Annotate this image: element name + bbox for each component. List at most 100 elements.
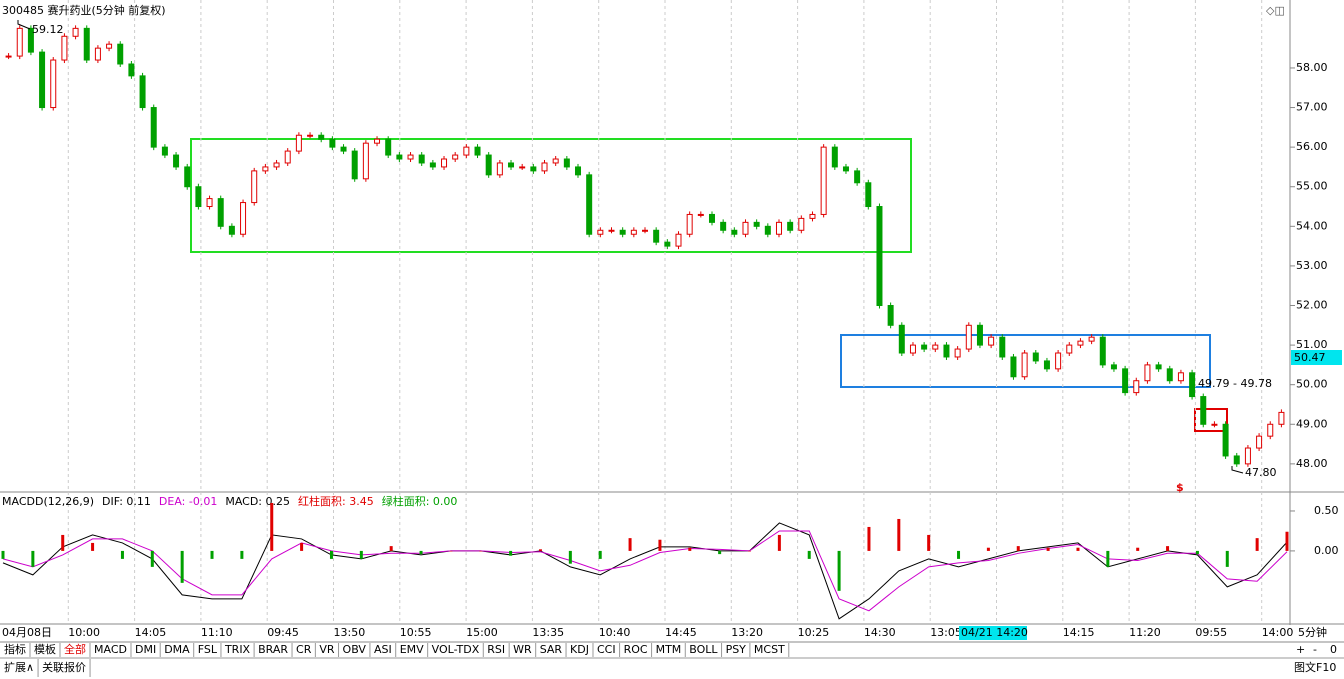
zoom-button[interactable]: 0 <box>1330 643 1337 656</box>
candle <box>1211 423 1218 426</box>
macd-bar <box>867 526 871 551</box>
indicator-tab[interactable]: KDJ <box>570 643 589 656</box>
candle <box>1222 423 1229 457</box>
candle <box>1233 455 1240 465</box>
indicator-tab[interactable]: BOLL <box>689 643 718 656</box>
indicator-tab[interactable]: ROC <box>624 643 648 656</box>
candle <box>27 27 34 53</box>
y-tick-label: 51.00 <box>1296 338 1328 351</box>
candle <box>318 134 325 140</box>
macd-bar <box>777 534 781 551</box>
zoom-button[interactable]: - <box>1313 643 1317 656</box>
candle <box>563 158 570 168</box>
indicator-tab[interactable]: VR <box>319 643 335 656</box>
indicator-tab[interactable]: SAR <box>540 643 563 656</box>
candle <box>608 229 615 232</box>
candle <box>898 324 905 354</box>
candle <box>831 146 838 168</box>
macd-bar <box>897 518 901 551</box>
macd-bar <box>270 502 274 551</box>
candle <box>664 241 671 247</box>
indicator-tab[interactable]: OBV <box>343 643 367 656</box>
indicator-tab[interactable]: WR <box>513 643 532 656</box>
candle <box>619 229 626 235</box>
y-tick-label: 48.00 <box>1296 457 1328 470</box>
candle <box>240 202 247 235</box>
candle <box>329 138 336 148</box>
candle <box>94 47 101 61</box>
x-tick-label: 10:40 <box>599 626 631 639</box>
candle <box>117 43 124 65</box>
candle <box>273 162 280 168</box>
candle <box>597 229 604 235</box>
candle <box>887 305 894 326</box>
indicator-tab[interactable]: 模板 <box>34 642 56 656</box>
indicator-tab[interactable]: RSI <box>487 643 505 656</box>
candle <box>1133 380 1140 394</box>
indicator-tab[interactable]: ASI <box>374 643 392 656</box>
candle <box>407 154 414 160</box>
indicator-tab[interactable]: 指标 <box>4 642 26 656</box>
indicator-tab[interactable]: BRAR <box>258 643 288 656</box>
candle <box>820 146 827 215</box>
indicator-tab[interactable]: MCST <box>754 643 785 656</box>
period-label: 5分钟 <box>1298 625 1327 639</box>
window-icons[interactable]: ◇◫ <box>1266 4 1285 17</box>
candle <box>441 158 448 168</box>
candle <box>653 229 660 243</box>
x-tick-label: 13:20 <box>731 626 763 639</box>
indicator-tab[interactable]: DMI <box>135 643 156 656</box>
x-tick-label: 04月08日 <box>2 626 52 639</box>
candle <box>83 27 90 61</box>
zoom-button[interactable]: + <box>1296 643 1305 656</box>
indicator-tab[interactable]: DMA <box>164 643 190 656</box>
indicator-tab[interactable]: MTM <box>656 643 682 656</box>
candle <box>195 186 202 208</box>
candle <box>262 166 269 172</box>
indicator-tab[interactable]: TRIX <box>224 643 251 656</box>
candle <box>697 213 704 216</box>
macd-bar <box>210 550 214 559</box>
candle <box>586 174 593 235</box>
macd-bar <box>1106 550 1110 567</box>
indicator-tab[interactable]: FSL <box>198 643 218 656</box>
candle <box>1166 368 1173 382</box>
macd-bar <box>1285 531 1289 551</box>
indicator-readout: 绿柱面积: 0.00 <box>382 494 458 508</box>
x-tick-label: 11:10 <box>201 626 233 639</box>
macd-bar <box>509 550 513 556</box>
candle <box>128 63 135 77</box>
indicator-tab[interactable]: CCI <box>597 643 616 656</box>
bottom-tab[interactable]: 扩展∧ <box>4 660 34 674</box>
macd-bar <box>449 550 453 552</box>
candle <box>161 146 168 156</box>
indicator-tab[interactable]: EMV <box>400 643 424 656</box>
indicator-tab[interactable]: MACD <box>94 643 127 656</box>
candle <box>1010 356 1017 378</box>
macd-bar <box>538 549 542 551</box>
candle <box>385 138 392 156</box>
candle <box>742 221 749 235</box>
x-tick-label: 14:00 <box>1262 626 1294 639</box>
candle <box>5 55 12 58</box>
candle <box>496 162 503 176</box>
indicator-tab[interactable]: CR <box>296 643 312 656</box>
indicator-tab[interactable]: PSY <box>726 643 747 656</box>
x-tick-label: 14:45 <box>665 626 697 639</box>
indicator-tab[interactable]: VOL-TDX <box>432 643 480 656</box>
candle <box>485 154 492 176</box>
bottom-tab[interactable]: 关联报价 <box>42 660 86 674</box>
candle <box>764 225 771 235</box>
indicator-tab[interactable]: 全部 <box>64 642 86 656</box>
indicator-line <box>2 530 1288 612</box>
candle <box>396 154 403 160</box>
last-price: 50.47 <box>1294 351 1326 364</box>
candle <box>1144 364 1151 382</box>
candle <box>418 154 425 164</box>
macd-bar <box>31 550 35 567</box>
candle <box>876 206 883 307</box>
candle <box>909 344 916 354</box>
y-tick-label: 56.00 <box>1296 140 1328 153</box>
range-label: 49.79 - 49.78 <box>1198 377 1272 390</box>
f10-button[interactable]: 图文F10 <box>1294 660 1336 674</box>
